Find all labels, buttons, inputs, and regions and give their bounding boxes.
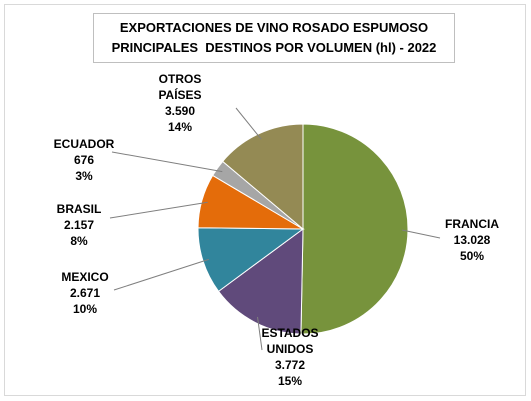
leader-line	[235, 107, 262, 140]
value-label: 3.772	[274, 358, 306, 372]
data-label: OTROS PAÍSES 3.590 14%	[145, 71, 215, 135]
leader-line	[109, 201, 208, 219]
data-label: FRANCIA 13.028 50%	[437, 216, 507, 264]
leader-line	[111, 151, 223, 173]
pie-slice	[221, 123, 304, 231]
value-label: 676	[73, 153, 95, 167]
pie-slice	[300, 123, 409, 335]
data-label: ESTADOS UNIDOS 3.772 15%	[255, 325, 325, 389]
category-label: FRANCIA	[445, 217, 499, 231]
pie-slice	[217, 227, 304, 335]
category-label: ECUADOR	[53, 137, 115, 151]
percent-label: 8%	[70, 234, 88, 248]
title-box: EXPORTACIONES DE VINO ROSADO ESPUMOSO PRI…	[93, 13, 455, 63]
percent-label: 3%	[75, 169, 93, 183]
leader-line	[257, 316, 263, 351]
percent-label: 14%	[167, 120, 193, 134]
percent-label: 50%	[459, 249, 485, 263]
data-label: MEXICO 2.671 10%	[50, 269, 120, 317]
category-label: MEXICO	[61, 270, 109, 284]
percent-label: 10%	[72, 302, 98, 316]
value-label: 3.590	[164, 104, 196, 118]
chart-title: EXPORTACIONES DE VINO ROSADO ESPUMOSO	[119, 20, 429, 35]
category-label: BRASIL	[56, 202, 102, 216]
data-label: BRASIL 2.157 8%	[44, 201, 114, 249]
value-label: 2.157	[63, 218, 95, 232]
value-label: 2.671	[69, 286, 101, 300]
data-label: ECUADOR 676 3%	[49, 136, 119, 184]
category-label: ESTADOS UNIDOS	[261, 326, 319, 356]
chart-subtitle: PRINCIPALES DESTINOS POR VOLUMEN (hl) - …	[111, 40, 437, 55]
percent-label: 15%	[277, 374, 303, 388]
value-label: 13.028	[453, 233, 491, 247]
category-label: OTROS PAÍSES	[158, 72, 202, 102]
leader-line	[401, 229, 441, 239]
leader-line	[113, 258, 209, 291]
